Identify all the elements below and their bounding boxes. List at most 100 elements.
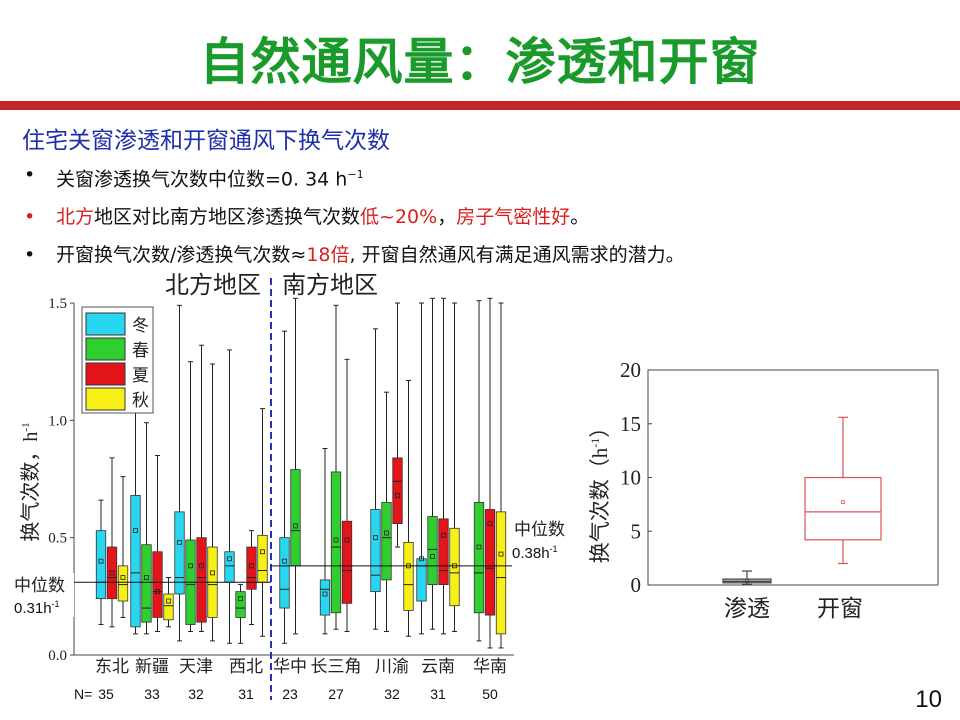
y-tick-label: 0.5 bbox=[48, 531, 67, 547]
sample-size-label: 31 bbox=[430, 686, 446, 702]
box-winter bbox=[130, 495, 141, 628]
y-axis-label-exponent: -1 bbox=[20, 422, 32, 431]
y-axis-label-text: 换气次数，h bbox=[19, 432, 42, 542]
category-label: 新疆 bbox=[135, 657, 169, 676]
box-winter bbox=[279, 537, 290, 609]
category-label: 华中 bbox=[273, 657, 307, 676]
category-label: 渗透 bbox=[724, 596, 770, 621]
box-spring bbox=[141, 544, 152, 623]
sample-size-label: 27 bbox=[328, 686, 344, 702]
sample-size-label: 32 bbox=[188, 686, 204, 702]
sample-size-label: 23 bbox=[282, 686, 298, 702]
category-label: 长三角 bbox=[311, 657, 362, 676]
box-mean bbox=[745, 578, 749, 583]
category-label: 西北 bbox=[229, 657, 263, 676]
north-median-exponent: -1 bbox=[52, 599, 60, 609]
north-median-label: 中位数 bbox=[14, 576, 65, 595]
legend-label-spring: 春 bbox=[132, 341, 149, 360]
highlight-ratio: 18倍 bbox=[306, 244, 350, 267]
bullet-period: 。 bbox=[570, 206, 590, 229]
box-spring bbox=[473, 502, 485, 614]
north-median-label-bg bbox=[12, 573, 74, 617]
y-tick-label: 0.0 bbox=[48, 648, 67, 664]
y-tick-label: 0 bbox=[631, 573, 642, 597]
box-mean-summer bbox=[155, 589, 160, 595]
y-tick-label: 1.0 bbox=[48, 413, 67, 429]
box-summer bbox=[196, 537, 207, 623]
box-mean-spring bbox=[144, 575, 149, 580]
box-mean bbox=[841, 500, 845, 505]
box-group bbox=[95, 297, 507, 649]
box-mean-summer bbox=[249, 563, 254, 569]
box-mean-spring bbox=[188, 563, 193, 569]
box-winter bbox=[319, 579, 331, 616]
title-rule bbox=[0, 101, 960, 110]
box-mean-winter bbox=[227, 556, 232, 562]
bullet-list: • 关窗渗透换气次数中位数=0. 34 h−1 • 北方地区对比南方地区渗透换气… bbox=[22, 162, 952, 280]
y-axis-label-text: 换气次数（h bbox=[588, 447, 612, 563]
legend-swatch-spring bbox=[85, 337, 126, 361]
box-mean-autumn bbox=[120, 575, 126, 580]
y-axis-label: 换气次数（h-1） bbox=[588, 417, 612, 564]
bullet-dot: • bbox=[24, 244, 36, 267]
y-axis-label-end: ） bbox=[588, 417, 612, 438]
box-spring bbox=[427, 516, 438, 586]
box-group bbox=[722, 416, 882, 586]
y-axis-label: 换气次数，h-1 bbox=[19, 422, 42, 541]
y-tick-label: 5 bbox=[631, 519, 642, 543]
y-tick-label: 1.5 bbox=[48, 296, 67, 312]
bullet-comma: ， bbox=[437, 206, 457, 229]
bullet-dot: • bbox=[24, 206, 36, 229]
box-mean-winter bbox=[373, 535, 378, 541]
north-median-number: 0.31h bbox=[14, 600, 52, 617]
sample-size-prefix: N= bbox=[74, 686, 92, 702]
south-median-exponent: -1 bbox=[550, 544, 558, 554]
box-mean-summer bbox=[487, 521, 493, 526]
bullet-dot: • bbox=[24, 164, 36, 186]
box-summer bbox=[106, 546, 118, 600]
sample-size-label: 31 bbox=[238, 686, 254, 702]
box-winter bbox=[370, 509, 381, 593]
highlight-north: 北方 bbox=[56, 206, 95, 229]
box-window-opening bbox=[804, 476, 882, 541]
north-median-value: 0.31h-1 bbox=[14, 599, 60, 617]
box-autumn bbox=[449, 527, 460, 607]
box-mean-winter bbox=[133, 528, 138, 534]
bullet-text: 关窗渗透换气次数中位数=0. 34 h bbox=[56, 168, 348, 191]
box-mean-winter bbox=[282, 558, 287, 564]
category-label-group: 渗透 开窗 bbox=[724, 596, 863, 621]
box-mean-autumn bbox=[210, 570, 215, 576]
legend-label-summer: 夏 bbox=[132, 366, 149, 385]
box-mean-summer bbox=[441, 532, 446, 538]
box-mean-winter bbox=[322, 591, 328, 597]
box-mean-summer bbox=[395, 493, 400, 498]
box-summer bbox=[438, 518, 449, 585]
box-summer bbox=[341, 520, 353, 604]
highlight-percent: ~20% bbox=[379, 206, 438, 229]
legend-swatch-autumn bbox=[85, 387, 126, 411]
season-legend: 冬 春 夏 秋 bbox=[81, 306, 154, 414]
legend-label-autumn: 秋 bbox=[132, 391, 149, 410]
box-mean-spring bbox=[430, 554, 435, 559]
box-summer bbox=[484, 509, 496, 616]
y-tick-label: 10 bbox=[620, 466, 641, 490]
bullet-item-ratio: • 开窗换气次数/渗透换气次数≈18倍, 开窗自然通风有满足通风需求的潜力。 bbox=[22, 242, 952, 268]
category-label-group: 东北 35 新疆 33 天津 32 西北 31 华中 23 长三角 27 川渝 32 云南 31 华南 50 bbox=[95, 657, 507, 702]
box-autumn bbox=[163, 593, 174, 621]
bullet-item-infiltration-median: • 关窗渗透换气次数中位数=0. 34 h−1 bbox=[22, 162, 952, 192]
bullet-item-north-vs-south: • 北方地区对比南方地区渗透换气次数低~20%，房子气密性好。 bbox=[22, 204, 952, 230]
sample-size-label: 32 bbox=[384, 686, 400, 702]
box-winter bbox=[416, 558, 427, 602]
box-mean-summer bbox=[109, 570, 115, 576]
box-mean-winter bbox=[98, 558, 104, 564]
box-mean-autumn bbox=[498, 551, 504, 557]
legend-swatch-summer bbox=[85, 362, 126, 386]
category-label: 云南 bbox=[421, 657, 455, 676]
legend-label-winter: 冬 bbox=[132, 316, 149, 335]
box-autumn bbox=[495, 511, 507, 635]
box-mean-spring bbox=[476, 544, 482, 550]
box-mean-winter bbox=[177, 539, 182, 545]
box-mean-autumn bbox=[166, 598, 171, 604]
